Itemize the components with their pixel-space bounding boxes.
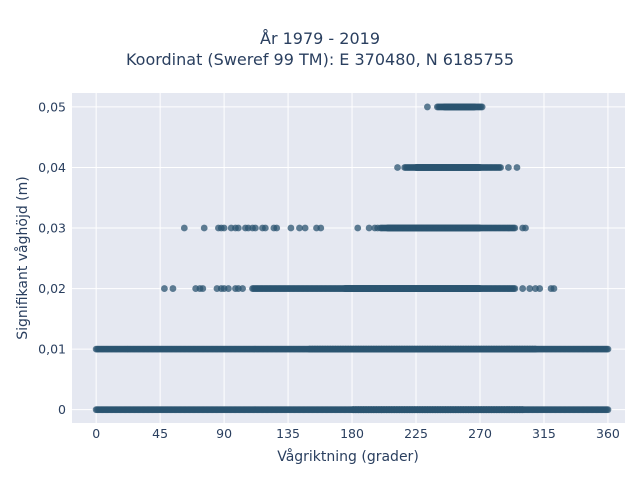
data-point (161, 285, 168, 292)
data-point (234, 224, 242, 232)
data-point (374, 224, 382, 232)
data-point (522, 224, 529, 232)
data-point (200, 224, 208, 232)
data-point (273, 224, 281, 232)
data-point (365, 224, 373, 232)
y-tick-label: 0,05 (38, 99, 66, 114)
y-tick-label: 0,03 (38, 221, 66, 236)
data-point (169, 285, 177, 292)
x-tick-labels: 0 45 90 135 180 225 270 315 360 (92, 426, 620, 441)
y-tick-labels: 0 0,01 0,02 0,03 0,04 0,05 (38, 99, 66, 417)
x-tick-label: 180 (340, 426, 364, 441)
data-point (199, 285, 207, 292)
y-tick-label: 0,02 (38, 281, 66, 296)
data-points (92, 103, 612, 414)
data-point (317, 224, 325, 232)
data-point (301, 224, 309, 232)
data-point (251, 224, 259, 232)
data-point (550, 285, 558, 292)
x-tick-label: 0 (92, 426, 100, 441)
data-point (536, 285, 544, 292)
y-axis-title: Signifikant våghöjd (m) (14, 176, 31, 339)
data-point (261, 224, 269, 232)
y-tick-label: 0 (58, 402, 66, 417)
data-point (478, 103, 486, 111)
x-tick-label: 45 (152, 426, 168, 441)
x-tick-label: 360 (596, 426, 620, 441)
x-tick-label: 225 (404, 426, 428, 441)
data-point (511, 285, 519, 292)
data-point (476, 285, 484, 292)
x-tick-label: 270 (468, 426, 492, 441)
data-point (532, 345, 539, 353)
x-tick-label: 135 (276, 426, 300, 441)
chart-subtitle-line: Koordinat (Sweref 99 TM): E 370480, N 61… (125, 50, 515, 69)
data-point (220, 224, 228, 232)
data-point (287, 224, 295, 232)
chart-title: År 1979 - 2019 Koordinat (Sweref 99 TM):… (0, 28, 640, 70)
data-point (470, 103, 478, 111)
y-tick-label: 0,04 (38, 160, 66, 175)
data-point (296, 224, 303, 232)
data-point (180, 224, 188, 232)
x-tick-label: 90 (216, 426, 232, 441)
data-point (394, 164, 401, 171)
data-point (526, 285, 534, 292)
data-point (604, 345, 612, 353)
data-point (604, 406, 612, 414)
chart-title-line: År 1979 - 2019 (260, 29, 380, 48)
data-point (511, 224, 519, 232)
data-point (476, 224, 484, 232)
data-point (424, 103, 431, 111)
data-point (513, 164, 521, 171)
y-tick-label: 0,01 (38, 342, 66, 357)
data-point (476, 164, 484, 171)
data-point (497, 164, 505, 171)
data-point (354, 224, 362, 232)
x-axis-title: Vågriktning (grader) (277, 448, 419, 465)
data-point (519, 406, 527, 414)
data-point (519, 285, 527, 292)
data-point (239, 285, 246, 292)
data-point (505, 164, 512, 171)
x-tick-label: 315 (532, 426, 556, 441)
plot-background (72, 93, 625, 423)
data-point (224, 285, 232, 292)
